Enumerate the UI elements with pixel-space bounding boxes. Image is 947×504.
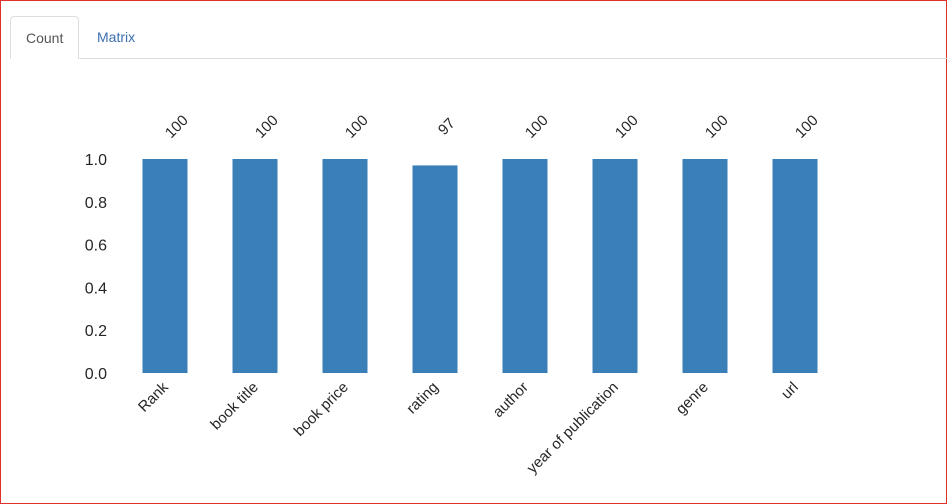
- x-tick-label: Rank: [135, 378, 172, 415]
- bar: [412, 165, 458, 373]
- bar: [232, 159, 278, 373]
- bar-data-label: 100: [342, 112, 372, 142]
- bar-data-label: 100: [162, 112, 192, 142]
- bar: [772, 159, 818, 373]
- bar: [682, 159, 728, 373]
- x-tick-label: book price: [291, 379, 352, 440]
- y-tick-label: 0.4: [85, 280, 107, 297]
- y-tick-label: 1.0: [85, 152, 107, 169]
- bar-data-label: 100: [252, 112, 282, 142]
- y-tick-label: 0.8: [85, 195, 107, 212]
- bar: [592, 159, 638, 373]
- tab-count[interactable]: Count: [10, 16, 79, 59]
- bar-data-label: 100: [522, 112, 552, 142]
- y-tick-label: 0.2: [85, 323, 107, 340]
- bar-data-label: 100: [612, 112, 642, 142]
- tab-bar: Count Matrix: [10, 16, 947, 59]
- x-tick-label: rating: [403, 379, 442, 418]
- bars: [142, 159, 818, 373]
- x-tick-label: book title: [207, 379, 261, 433]
- data-labels: 100 100 100 97 100 100 100 100: [162, 112, 822, 142]
- bar-data-label: 97: [435, 115, 459, 139]
- y-tick-label: 0.6: [85, 238, 107, 255]
- x-tick-label: author: [490, 379, 532, 421]
- bar: [142, 159, 188, 373]
- bar-data-label: 100: [702, 112, 732, 142]
- x-tick-label: year of publication: [524, 379, 622, 477]
- y-tick-label: 0.0: [85, 366, 107, 383]
- bar: [502, 159, 548, 373]
- y-axis: 0.0 0.2 0.4 0.6 0.8 1.0: [85, 152, 107, 383]
- tab-matrix[interactable]: Matrix: [97, 29, 136, 45]
- x-tick-labels: Rank book title book price rating authoryear…: [135, 378, 802, 476]
- x-tick-label: url: [778, 379, 802, 403]
- x-tick-label: genre: [673, 379, 712, 418]
- bar: [322, 159, 368, 373]
- bar-data-label: 100: [792, 112, 822, 142]
